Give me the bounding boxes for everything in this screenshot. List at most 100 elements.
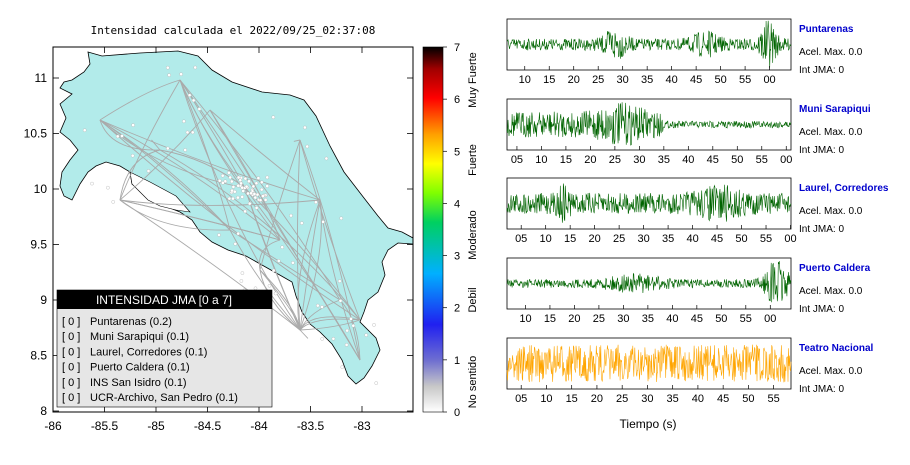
colorbar-gradient	[422, 46, 444, 413]
legend-item-label: Muni Sarapiqui (0.1)	[90, 331, 189, 343]
lat-tick-label: 8	[40, 404, 47, 418]
trace-tick-label: 40	[686, 233, 698, 245]
trace-tick-label: 45	[690, 74, 702, 86]
lon-tick-label: -85	[147, 419, 165, 433]
trace-tick-label: 30	[641, 393, 653, 405]
trace-tick-label: 20	[568, 74, 580, 86]
legend-item-badge: [ 0 ]	[62, 346, 80, 358]
trace-tick-label: 05	[515, 233, 527, 245]
trace-tick-label: 30	[617, 313, 629, 325]
trace-panel: 10 15 20 25 30 35 40 45 50 55 00 Puerto Caldera Acel…	[506, 257, 871, 325]
trace-tick-label: 15	[543, 74, 555, 86]
trace-tick-label: 30	[633, 154, 645, 166]
lon-tick-label: -84	[250, 419, 268, 433]
legend-header-bar	[57, 290, 272, 309]
lat-tick-label: 11	[35, 71, 48, 85]
trace-tick-label: 10	[540, 393, 552, 405]
trace-tick-label: 35	[662, 233, 674, 245]
trace-panel: 05 10 15 20 25 30 35 40 45 50 55 00 Muni Sarapiqui Ac…	[506, 98, 871, 166]
trace-tick-label: 25	[616, 393, 628, 405]
trace-tick-label: 50	[735, 233, 747, 245]
trace-tick-label: 50	[714, 74, 726, 86]
trace-acel-max: Acel. Max. 0.0	[799, 286, 863, 297]
colorbar-label: No sentido	[467, 356, 479, 409]
trace-station-name: Laurel, Corredores	[799, 183, 889, 194]
trace-jma-intensity: Int JMA: 0	[799, 304, 844, 315]
colorbar-value: 3	[454, 251, 460, 263]
colorbar-value: 4	[454, 198, 460, 210]
legend-item-badge: [ 0 ]	[62, 362, 80, 374]
trace-tick-label: 50	[715, 313, 727, 325]
trace-jma-intensity: Int JMA: 0	[799, 384, 844, 395]
trace-tick-label: 45	[707, 154, 719, 166]
colorbar-value: 6	[454, 94, 460, 106]
legend-item-badge: [ 0 ]	[62, 392, 80, 404]
trace-tick-label: 45	[717, 393, 729, 405]
lat-tick-label: 10.5	[24, 127, 48, 141]
colorbar-label: Debil	[467, 287, 479, 312]
trace-tick-label: 15	[564, 233, 576, 245]
trace-waveform	[506, 102, 792, 146]
trace-acel-max: Acel. Max. 0.0	[799, 206, 863, 217]
trace-tick-label: 50	[742, 393, 754, 405]
lon-tick-label: -83	[353, 419, 371, 433]
map-frame	[52, 46, 414, 413]
lon-tick-label: -85.5	[91, 419, 119, 433]
legend-box	[56, 289, 273, 408]
trace-tick-label: 25	[592, 74, 604, 86]
trace-tick-label: 35	[642, 313, 654, 325]
lon-tick-label: -84.5	[194, 419, 222, 433]
trace-tick-label: 40	[666, 313, 678, 325]
trace-tick-label: 00	[784, 233, 796, 245]
legend-header: INTENSIDAD JMA [0 a 7]	[96, 293, 232, 307]
legend-item-label: Puerto Caldera (0.1)	[90, 362, 190, 374]
trace-tick-label: 05	[511, 154, 523, 166]
trace-waveform	[506, 183, 792, 223]
legend-item-badge: [ 0 ]	[62, 377, 80, 389]
legend-item-label: INS San Isidro (0.1)	[90, 377, 187, 389]
intensity-legend: INTENSIDAD JMA [0 a 7] [ 0 ] Puntarenas (…	[56, 289, 273, 408]
trace-tick-label: 15	[544, 313, 556, 325]
longitude-axis: -86 -85.5 -85 -84.5 -84 -83.5 -83	[44, 47, 371, 433]
trace-tick-label: 15	[566, 393, 578, 405]
trace-tick-label: 10	[519, 74, 531, 86]
trace-tick-label: 40	[692, 393, 704, 405]
colorbar-label: Moderado	[467, 210, 479, 260]
trace-tick-label: 55	[756, 154, 768, 166]
colorbar-value: 7	[454, 42, 460, 54]
trace-station-name: Teatro Nacional	[799, 343, 873, 354]
trace-station-name: Muni Sarapiqui	[799, 104, 871, 115]
trace-tick-label: 55	[768, 393, 780, 405]
trace-panel: 10 15 20 25 30 35 40 45 50 55 00 Puntarenas Acel. Ma…	[506, 18, 863, 86]
trace-acel-max: Acel. Max. 0.0	[799, 366, 863, 377]
legend-item-badge: [ 0 ]	[62, 331, 80, 343]
trace-tick-label: 00	[763, 74, 775, 86]
trace-tick-label: 15	[560, 154, 572, 166]
trace-tick-label: 20	[591, 393, 603, 405]
trace-tick-label: 55	[739, 74, 751, 86]
trace-tick-label: 25	[613, 233, 625, 245]
trace-tick-label: 30	[617, 74, 629, 86]
trace-tick-label: 05	[515, 393, 527, 405]
colorbar-label: Fuerte	[467, 144, 479, 176]
lat-tick-label: 9.5	[30, 238, 47, 252]
trace-acel-max: Acel. Max. 0.0	[799, 127, 863, 138]
lat-tick-label: 8.5	[30, 349, 47, 363]
station-markers	[82, 65, 378, 385]
colorbar-value: 0	[454, 407, 460, 419]
intensity-colorbar: 7 6 5 4 3 2 1 0 Muy Fuerte Fuerte Moderado Debil No…	[422, 42, 479, 419]
gulf-of-nicoya	[129, 171, 191, 213]
lon-tick-label: -86	[44, 419, 62, 433]
road-network	[99, 79, 361, 361]
legend-item-label: Laurel, Corredores (0.1)	[90, 346, 207, 358]
trace-jma-intensity: Int JMA: 0	[799, 145, 844, 156]
trace-jma-intensity: Int JMA: 0	[799, 65, 844, 76]
trace-tick-label: 35	[641, 74, 653, 86]
trace-tick-label: 45	[691, 313, 703, 325]
trace-tick-label: 20	[589, 233, 601, 245]
trace-waveform	[506, 261, 792, 303]
legend-item-badge: [ 0 ]	[62, 316, 80, 328]
trace-tick-label: 55	[740, 313, 752, 325]
trace-tick-label: 35	[667, 393, 679, 405]
